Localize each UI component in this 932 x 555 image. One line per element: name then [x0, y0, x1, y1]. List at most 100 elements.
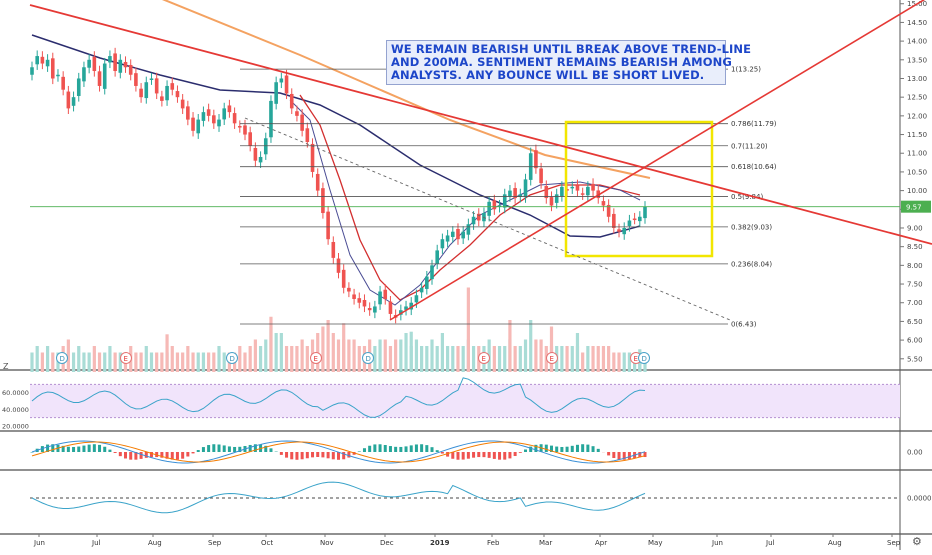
macd-histogram-bar: [555, 447, 558, 452]
event-marker-label: D: [60, 355, 65, 363]
y-tick-label: 5.50: [907, 355, 923, 363]
macd-histogram-bar: [436, 450, 439, 452]
volume-bar: [508, 320, 511, 372]
candle-body: [30, 67, 34, 74]
macd-histogram-bar: [108, 450, 111, 452]
volume-bar: [472, 346, 475, 372]
candle-body: [67, 92, 71, 109]
macd-histogram-bar: [498, 452, 501, 460]
gear-icon[interactable]: ⚙: [912, 535, 922, 548]
candle-body: [487, 202, 491, 216]
macd-histogram-bar: [176, 452, 179, 460]
volume-bar: [285, 346, 288, 372]
x-tick-label: May: [648, 539, 662, 547]
candle-body: [415, 295, 419, 302]
volume-bar: [384, 340, 387, 373]
volume-bar: [295, 346, 298, 372]
macd-histogram-bar: [394, 447, 397, 452]
volume-bar: [327, 320, 330, 372]
candle-body: [368, 308, 372, 310]
volume-bar: [139, 353, 142, 373]
rsi-tick-label: 20.0000: [2, 422, 29, 430]
macd-histogram-bar: [441, 452, 444, 454]
x-tick-label: Sep: [887, 539, 901, 547]
macd-histogram-bar: [410, 445, 413, 452]
volume-bar: [378, 340, 381, 373]
candle-body: [41, 57, 45, 64]
volume-bar: [441, 333, 444, 372]
fib-level-label: 0(6.43): [731, 321, 757, 329]
candle-body: [373, 306, 377, 312]
macd-histogram-bar: [82, 446, 85, 452]
volume-bar: [197, 353, 200, 373]
oscillator-tick-label: 0.0000: [907, 495, 932, 503]
volume-bar: [186, 346, 189, 372]
volume-bar: [254, 340, 257, 373]
candle-body: [456, 229, 460, 239]
volume-bar: [519, 346, 522, 372]
volume-bar: [98, 353, 101, 373]
candle-body: [467, 224, 471, 234]
event-marker-label: E: [314, 355, 318, 363]
event-marker-label: E: [550, 355, 554, 363]
candle-body: [233, 113, 237, 123]
macd-histogram-bar: [67, 447, 70, 452]
candle-body: [222, 108, 226, 119]
volume-bar: [155, 353, 158, 373]
candle-body: [51, 58, 55, 78]
candle-body: [576, 185, 580, 190]
candle-body: [212, 115, 216, 123]
volume-bar: [347, 340, 350, 373]
candle-body: [441, 239, 445, 248]
volume-bar: [410, 332, 413, 372]
macd-histogram-bar: [290, 452, 293, 459]
candle-body: [129, 65, 133, 75]
candle-body: [124, 62, 128, 67]
candle-body: [534, 150, 538, 168]
x-tick-label: Feb: [487, 539, 500, 547]
volume-bar: [451, 346, 454, 372]
candle-body: [108, 56, 112, 62]
macd-histogram-bar: [545, 445, 548, 452]
candle-body: [383, 290, 387, 299]
volume-bar: [165, 334, 168, 372]
volume-bar: [332, 333, 335, 372]
candle-body: [269, 101, 273, 137]
candle-body: [472, 217, 476, 225]
rsi-tick-label: 60.0000: [2, 389, 29, 397]
candle-body: [389, 302, 393, 314]
volume-bar: [420, 346, 423, 372]
candle-body: [378, 292, 382, 305]
candle-body: [622, 228, 626, 234]
event-marker-label: E: [124, 355, 128, 363]
volume-bar: [436, 346, 439, 372]
x-tick-label: 2019: [430, 539, 450, 547]
volume-bar: [540, 340, 543, 373]
volume-bar: [534, 340, 537, 373]
volume-bar: [617, 353, 620, 373]
macd-histogram-bar: [618, 452, 621, 459]
y-tick-label: 9.00: [907, 224, 923, 232]
candle-body: [337, 259, 341, 273]
candle-body: [207, 109, 211, 116]
volume-bar: [342, 323, 345, 372]
macd-histogram-bar: [114, 452, 117, 453]
volume-bar: [160, 353, 163, 373]
volume-bar: [550, 327, 553, 373]
macd-histogram-bar: [129, 452, 132, 460]
volume-bar: [243, 353, 246, 373]
fib-level-label: 0.382(9.03): [731, 223, 772, 231]
volume-bar: [238, 346, 241, 372]
candle-body: [243, 125, 247, 134]
y-tick-label: 10.50: [907, 168, 927, 176]
candle-body: [150, 78, 154, 80]
fib-level-label: 1(13.25): [731, 66, 761, 74]
event-marker-label: E: [634, 355, 638, 363]
candle-body: [119, 60, 123, 73]
candle-body: [560, 187, 564, 196]
volume-bar: [93, 346, 96, 372]
volume-bar: [171, 346, 174, 372]
y-tick-label: 7.50: [907, 281, 923, 289]
macd-histogram-bar: [124, 452, 127, 458]
